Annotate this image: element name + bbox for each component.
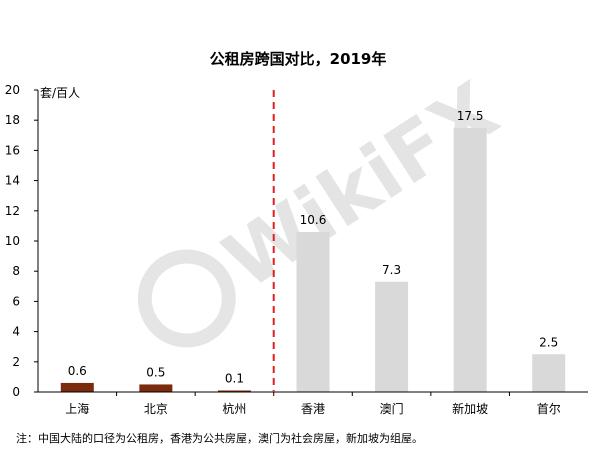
bars-group [60, 127, 566, 392]
bar-杭州 [217, 390, 251, 392]
data-label: 0.1 [225, 371, 244, 385]
y-tick-label: 4 [12, 325, 20, 339]
chart-title: 公租房跨国对比，2019年 [210, 50, 387, 68]
watermark-logo-ring [137, 249, 236, 348]
category-label: 上海 [65, 401, 89, 416]
bar-澳门 [375, 281, 409, 392]
bar-北京 [139, 384, 173, 392]
category-label: 首尔 [537, 401, 561, 416]
data-label: 7.3 [382, 263, 401, 277]
y-tick-label: 20 [5, 83, 20, 97]
y-tick-label: 10 [5, 234, 20, 248]
data-label: 10.6 [300, 213, 327, 227]
data-label: 17.5 [457, 109, 484, 123]
y-tick-label: 2 [12, 355, 20, 369]
bar-香港 [296, 231, 330, 392]
y-axis-ticks: 0 2 4 6 8 10 12 14 16 18 20 [5, 83, 510, 399]
bar-上海 [60, 382, 94, 392]
category-label: 杭州 [222, 401, 246, 416]
y-tick-label: 6 [12, 294, 20, 308]
data-label: 2.5 [539, 335, 558, 349]
data-label: 0.6 [68, 364, 87, 378]
y-axis-unit-label: 套/百人 [40, 86, 80, 100]
y-tick-label: 18 [5, 113, 20, 127]
category-labels-group: 上海 北京 杭州 香港 澳门 新加坡 首尔 [65, 401, 560, 416]
y-tick-label: 0 [12, 385, 20, 399]
category-label: 北京 [144, 402, 168, 416]
y-tick-label: 14 [5, 174, 20, 188]
bar-首尔 [532, 354, 566, 392]
y-tick-label: 12 [5, 204, 20, 218]
category-label: 新加坡 [452, 401, 488, 416]
bar-新加坡 [453, 127, 487, 392]
category-label: 澳门 [380, 401, 404, 416]
data-label: 0.5 [146, 365, 165, 379]
data-labels-group: 0.6 0.5 0.1 10.6 7.3 17.5 2.5 [68, 109, 559, 386]
y-tick-label: 16 [5, 143, 20, 157]
y-tick-label: 8 [12, 264, 20, 278]
category-label: 香港 [301, 402, 325, 416]
footnote: 注：中国大陆的口径为公租房，香港为公共房屋，澳门为社会房屋，新加坡为组屋。 [16, 431, 423, 445]
